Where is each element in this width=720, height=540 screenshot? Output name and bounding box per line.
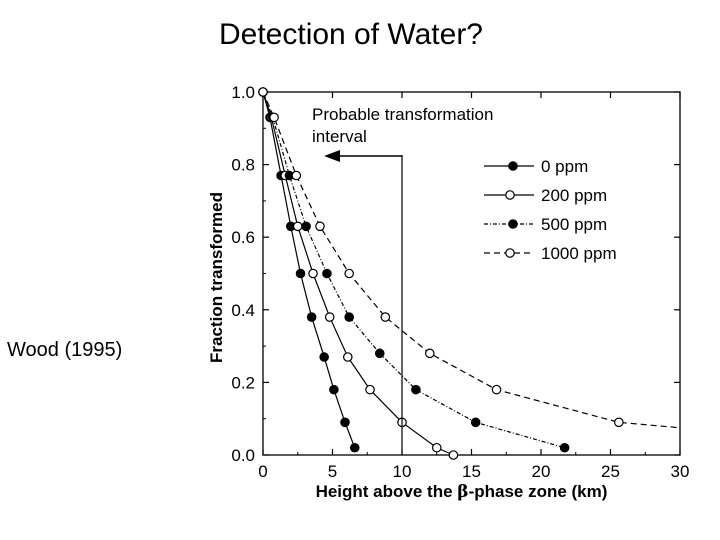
data-point	[315, 221, 325, 232]
x-tick-label: 0	[258, 462, 267, 481]
annotation-line2: interval	[312, 127, 367, 146]
legend-marker	[508, 219, 518, 229]
y-axis-title: Fraction transformed	[207, 192, 226, 363]
data-point	[292, 221, 303, 232]
data-point	[308, 268, 318, 279]
citation-label: Wood (1995)	[7, 339, 123, 361]
data-point	[301, 221, 311, 232]
x-tick-label: 30	[671, 462, 690, 481]
x-tick-label: 20	[532, 462, 551, 481]
data-point	[374, 348, 385, 359]
data-point	[365, 384, 375, 395]
data-point	[295, 268, 306, 279]
legend-marker	[505, 190, 515, 200]
x-tick-label: 25	[601, 462, 620, 481]
x-tick-label: 15	[462, 462, 481, 481]
data-point	[470, 417, 481, 428]
y-tick-label: 0.4	[231, 301, 255, 320]
data-point	[411, 384, 421, 395]
data-point	[448, 450, 459, 460]
legend-marker	[505, 248, 515, 258]
data-point	[380, 312, 391, 322]
data-point	[329, 384, 339, 395]
data-point	[340, 417, 350, 428]
data-point	[424, 348, 435, 359]
data-point	[491, 384, 502, 395]
data-point	[614, 417, 624, 428]
y-tick-label: 0.0	[231, 446, 255, 465]
slide-title: Detection of Water?	[218, 18, 483, 51]
series-line	[262, 91, 565, 449]
data-point	[342, 352, 353, 362]
series-line	[262, 91, 681, 429]
legend-label: 500 ppm	[541, 215, 607, 234]
series-2	[258, 87, 570, 453]
series-1	[258, 87, 459, 460]
y-tick-label: 0.8	[231, 156, 255, 175]
data-point	[344, 312, 354, 322]
data-point	[269, 112, 279, 123]
series-line	[262, 91, 356, 448]
data-point	[322, 268, 332, 279]
data-point	[324, 312, 335, 322]
y-tick-label: 1.0	[231, 83, 255, 102]
x-tick-label: 10	[393, 462, 412, 481]
series-3	[258, 87, 681, 429]
legend-marker	[508, 161, 518, 171]
x-axis-title: Height above the β-phase zone (km)	[316, 482, 608, 502]
data-point	[319, 352, 329, 362]
data-point	[349, 442, 360, 453]
y-tick-label: 0.6	[231, 228, 255, 247]
legend-label: 0 ppm	[541, 157, 588, 176]
x-tick-label: 5	[328, 462, 337, 481]
data-point	[258, 87, 268, 97]
series-line	[262, 91, 454, 456]
annotation-line1: Probable transformation	[312, 105, 493, 124]
y-tick-label: 0.2	[231, 373, 255, 392]
data-point	[344, 268, 354, 279]
legend-label: 1000 ppm	[541, 244, 617, 263]
data-point	[431, 442, 442, 453]
data-point	[306, 312, 317, 322]
data-point	[559, 442, 570, 453]
arrow-head	[324, 150, 340, 162]
legend-label: 200 ppm	[541, 186, 607, 205]
data-point	[291, 170, 302, 181]
